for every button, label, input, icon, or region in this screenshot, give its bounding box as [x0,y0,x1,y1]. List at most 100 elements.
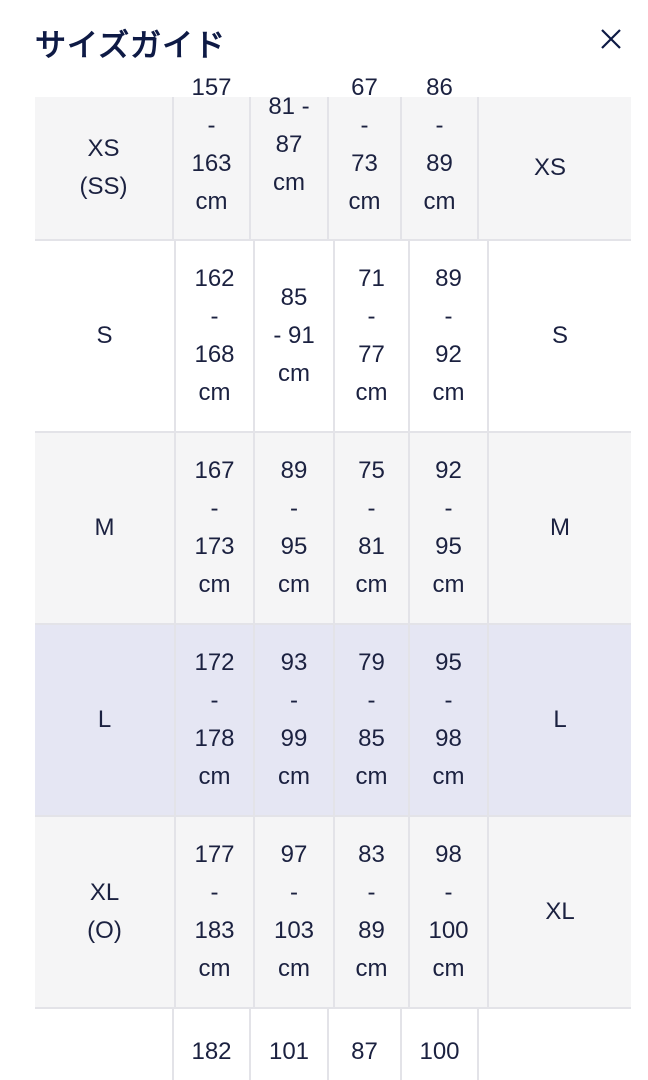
table-row: XL (O) 177 - 183 cm 97 - 103 cm 83 - 89 cm 98 - 100 cm XL [35,817,631,1009]
cell-line: L [97,706,112,733]
cell-line: S [96,322,113,349]
cell-line: 95 [435,649,462,676]
cell-line: cm [355,379,388,406]
close-icon[interactable] [596,24,626,54]
cell-line: - [367,879,376,906]
cell-line: 86 [426,74,453,101]
cell-line: cm [198,955,231,982]
table-row: S 162 - 168 cm 85 - 91 cm 71 - 77 cm 89 - 92 cm S [35,241,631,433]
cell-alt: XL [489,817,631,1007]
cell-height: 172 - 178 cm [176,625,255,815]
cell-line: cm [432,955,465,982]
table-row: 182 101 87 100 [35,1009,631,1080]
cell-waist: 67 - 73 cm [329,74,402,239]
cell-line: 101 [268,1038,310,1065]
cell-line: 89 [280,457,308,484]
cell-line: 93 [280,649,308,676]
cell-line: - 91 [273,322,315,349]
cell-line: cm [432,571,465,598]
cell-line: 75 [358,457,385,484]
cell-hip: 98 - 100 cm [410,817,489,1007]
cell-height: 157 - 163 cm [174,74,251,239]
cell-line: - [360,112,369,139]
cell-line: 79 [358,649,385,676]
cell-line: cm [198,571,231,598]
cell-hip: 89 - 92 cm [410,241,489,431]
cell-line: 100 [428,917,469,944]
cell-line: cm [355,955,388,982]
cell-line: - [207,112,216,139]
cell-height: 162 - 168 cm [176,241,255,431]
cell-line: 99 [280,725,308,752]
cell-waist: 79 - 85 cm [335,625,410,815]
cell-line: 183 [194,917,235,944]
cell-line: 87 [275,131,303,158]
cell-alt: S [489,241,631,431]
cell-line: M [550,514,570,541]
cell-line: 89 [358,917,385,944]
cell-line: - [290,879,298,906]
cell-hip: 100 [402,1009,479,1080]
cell-line: 92 [435,457,462,484]
cell-line: 100 [419,1038,460,1065]
cell-line: XS [87,135,120,162]
cell-waist: 75 - 81 cm [335,433,410,623]
cell-line: 182 [191,1038,232,1065]
cell-line: 177 [194,841,235,868]
cell-line: 173 [194,533,235,560]
cell-size: S [35,241,176,431]
cell-line: cm [278,571,310,598]
cell-line: 95 [280,533,308,560]
cell-line: - [290,687,298,714]
cell-line: 92 [435,341,462,368]
cell-line: cm [198,763,231,790]
cell-line: cm [195,188,228,215]
table-row: M 167 - 173 cm 89 - 95 cm 75 - 81 cm 92 - 95 cm M [35,433,631,625]
cell-hip: 92 - 95 cm [410,433,489,623]
size-table-scroll[interactable]: XS (SS) 157 - 163 cm 81 - 87 cm 67 - 73 cm 86 - 89 cm XS S… [35,0,631,1080]
cell-height: 167 - 173 cm [176,433,255,623]
cell-line: cm [423,188,456,215]
cell-line: 168 [194,341,235,368]
cell-line: XS [533,154,566,181]
cell-line: - [367,303,376,330]
cell-line: cm [278,955,310,982]
cell-line: (O) [87,917,122,944]
cell-line: 85 [358,725,385,752]
cell-line: cm [432,379,465,406]
cell-line: 103 [273,917,315,944]
cell-hip: 95 - 98 cm [410,625,489,815]
cell-line: (SS) [79,173,128,200]
cell-line: cm [348,188,381,215]
cell-size [35,1009,174,1080]
cell-line: 71 [358,265,385,292]
cell-line: - [444,303,453,330]
cell-line: XL [545,898,575,925]
cell-height: 182 [174,1009,251,1080]
cell-line: - [210,495,219,522]
cell-line: cm [273,169,305,196]
cell-line: 81 - [268,93,310,120]
cell-hip: 86 - 89 cm [402,74,479,239]
cell-line: cm [355,571,388,598]
cell-line: 89 [435,265,462,292]
cell-line: 89 [426,150,453,177]
cell-line: M [94,514,115,541]
cell-bust: 85 - 91 cm [255,241,335,431]
cell-line: 83 [358,841,385,868]
cell-line: 172 [194,649,235,676]
page-title: サイズガイド [35,28,227,64]
cell-alt: M [489,433,631,623]
cell-line: 163 [191,150,232,177]
cell-line: 77 [358,341,385,368]
cell-line: 97 [280,841,308,868]
cell-alt: L [489,625,631,815]
cell-waist: 83 - 89 cm [335,817,410,1007]
table-row: L 172 - 178 cm 93 - 99 cm 79 - 85 cm 95 - 98 cm L [35,625,631,817]
cell-waist: 71 - 77 cm [335,241,410,431]
cell-line: 85 [280,284,308,311]
cell-line: - [367,687,376,714]
cell-line: cm [355,763,388,790]
cell-line: - [444,687,453,714]
cell-line: 87 [351,1038,378,1065]
